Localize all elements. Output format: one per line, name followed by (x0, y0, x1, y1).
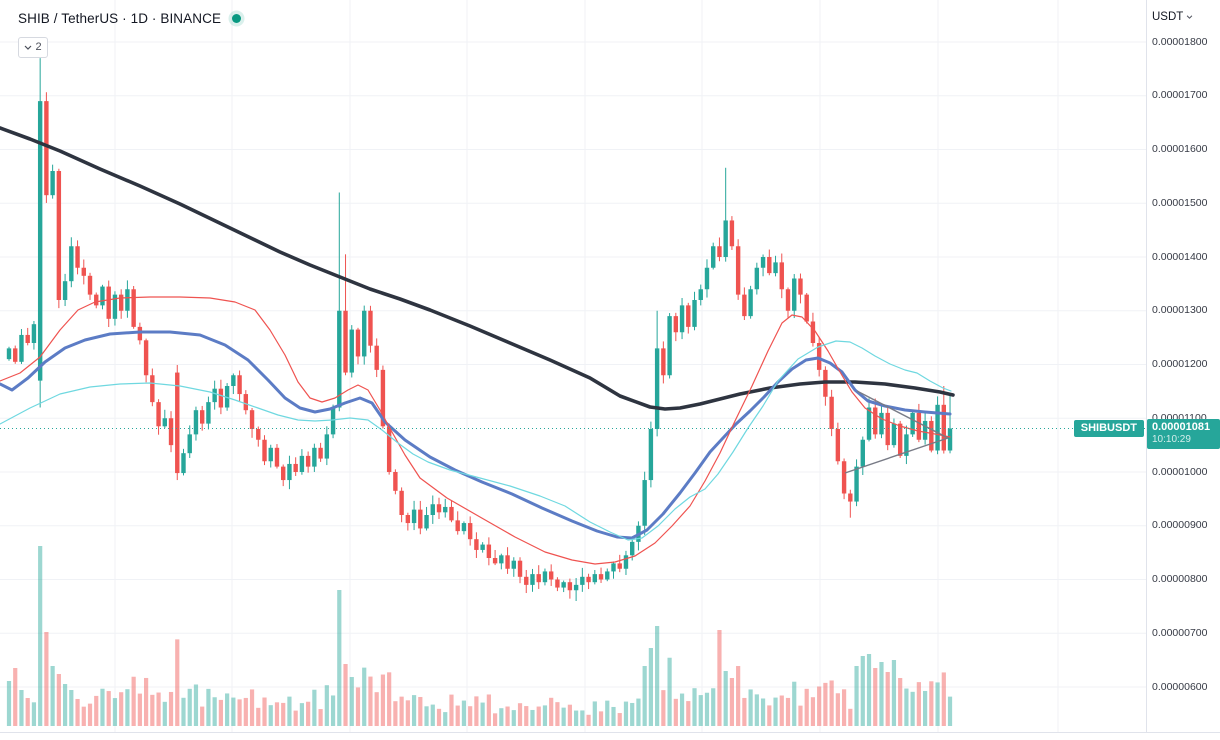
symbol-title[interactable]: SHIB / TetherUS · 1D · BINANCE (18, 11, 222, 26)
grid-layer (0, 0, 1146, 732)
symbol-header: SHIB / TetherUS · 1D · BINANCE (18, 11, 242, 26)
volume-layer (6, 546, 953, 726)
price-tick-label: 0.00001400 (1152, 250, 1208, 263)
price-tick-label: 0.00000800 (1152, 573, 1208, 585)
currency-label: USDT (1152, 11, 1184, 23)
ma-mid-blue (0, 330, 952, 540)
price-tick-label: 0.00000900 (1152, 519, 1208, 532)
price-scale-currency-button[interactable]: USDT (1152, 11, 1193, 23)
trendline-drawing-layer (844, 390, 949, 474)
chevron-down-icon (25, 45, 32, 50)
price-tick-label: 0.00001300 (1152, 304, 1208, 317)
price-tick-label: 0.00001800 (1152, 35, 1208, 48)
indicator-lines-layer (0, 126, 955, 565)
symbol-price-badge: SHIBUSDT (1073, 419, 1144, 437)
ma-long-black (0, 126, 955, 411)
legend-collapse-button[interactable]: 2 (18, 37, 48, 58)
price-tick-label: 0.00001200 (1152, 358, 1208, 370)
ma-fast-red (0, 296, 951, 565)
price-tick-label: 0.00001500 (1152, 196, 1208, 209)
ma-cyan (0, 340, 952, 541)
market-status-dot[interactable] (232, 14, 242, 23)
chevron-down-icon (1187, 15, 1193, 19)
candles-layer (6, 58, 953, 601)
legend-indicator-count: 2 (35, 41, 42, 53)
pane-bottom-border (0, 732, 1220, 733)
price-tick-label: 0.00000600 (1152, 680, 1208, 693)
price-tick-label: 0.00001000 (1152, 465, 1208, 478)
price-tick-label: 0.00001700 (1152, 89, 1208, 102)
price-tick-label: 0.00000700 (1152, 626, 1208, 639)
last-price-axis-label: 0.00001081 10:10:29 (1147, 419, 1220, 450)
last-price-value: 0.00001081 (1152, 421, 1211, 434)
price-chart-canvas[interactable] (0, 0, 1146, 732)
price-tick-label: 0.00001600 (1152, 143, 1208, 155)
price-axis[interactable]: USDT 0.00001800 0.00001700 0.00001600 0.000… (1147, 0, 1220, 733)
axis-border (1146, 0, 1147, 733)
bar-countdown: 10:10:29 (1152, 434, 1191, 446)
